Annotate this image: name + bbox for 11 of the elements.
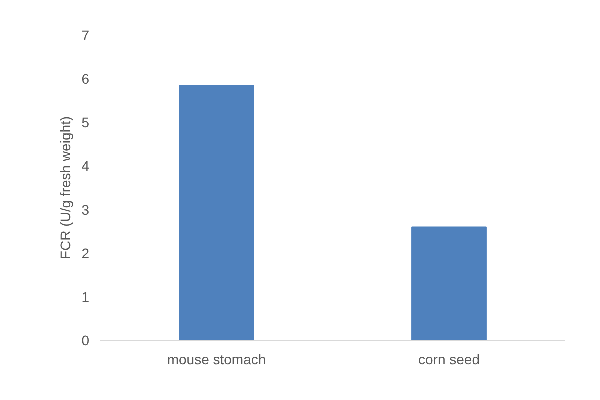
y-tick-label: 1 [82,288,90,305]
y-tick-label: 0 [82,332,90,348]
x-tick-label: corn seed [418,352,480,368]
y-tick-label: 5 [82,114,90,131]
y-tick-label: 6 [82,71,90,88]
y-tick-label: 4 [82,158,90,174]
y-axis-title: FCR (U/g fresh weight) [58,116,74,260]
y-tick-label: 2 [82,245,90,262]
y-tick-label: 7 [82,28,90,44]
y-tick-label: 3 [82,202,90,218]
x-tick-label: mouse stomach [167,352,266,368]
